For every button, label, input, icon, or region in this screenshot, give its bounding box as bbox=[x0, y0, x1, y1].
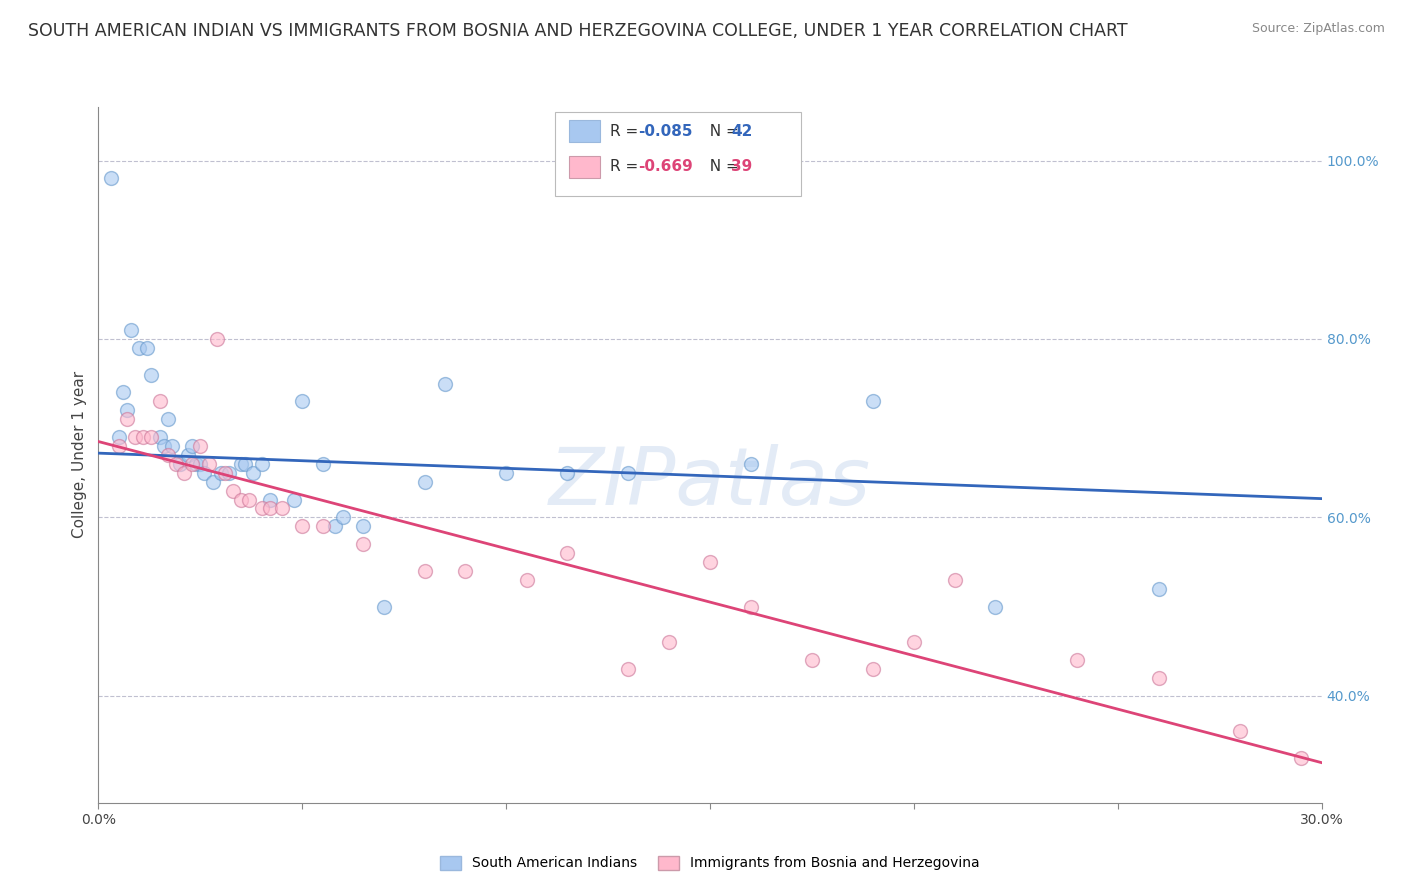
Point bbox=[557, 466, 579, 480]
Point bbox=[209, 466, 232, 480]
Point bbox=[1147, 582, 1170, 596]
Point bbox=[222, 483, 245, 498]
Point bbox=[197, 457, 219, 471]
Point bbox=[270, 501, 294, 516]
Point bbox=[454, 564, 477, 578]
Point bbox=[495, 466, 517, 480]
Point bbox=[156, 412, 179, 426]
Point bbox=[557, 546, 579, 560]
Point bbox=[862, 662, 884, 676]
Point bbox=[242, 466, 264, 480]
Point bbox=[193, 466, 215, 480]
Point bbox=[323, 519, 346, 533]
Y-axis label: College, Under 1 year: College, Under 1 year bbox=[72, 371, 87, 539]
Text: SOUTH AMERICAN INDIAN VS IMMIGRANTS FROM BOSNIA AND HERZEGOVINA COLLEGE, UNDER 1: SOUTH AMERICAN INDIAN VS IMMIGRANTS FROM… bbox=[28, 22, 1128, 40]
Point bbox=[115, 403, 138, 417]
Point bbox=[699, 555, 721, 569]
Point bbox=[283, 492, 305, 507]
Point bbox=[332, 510, 354, 524]
Text: R =: R = bbox=[610, 160, 644, 174]
Point bbox=[173, 466, 195, 480]
Point bbox=[188, 457, 212, 471]
Point bbox=[177, 448, 200, 462]
Point bbox=[108, 430, 131, 444]
Point bbox=[149, 394, 172, 409]
Point bbox=[291, 394, 314, 409]
Point bbox=[617, 662, 640, 676]
Point bbox=[124, 430, 146, 444]
Point bbox=[413, 564, 436, 578]
Point bbox=[617, 466, 640, 480]
Text: -0.085: -0.085 bbox=[638, 124, 693, 138]
Point bbox=[136, 341, 159, 355]
Point bbox=[312, 519, 335, 533]
Point bbox=[740, 457, 762, 471]
Point bbox=[186, 457, 208, 471]
Point bbox=[373, 599, 395, 614]
Point bbox=[259, 501, 281, 516]
Point bbox=[352, 519, 374, 533]
Point bbox=[214, 466, 236, 480]
Text: Source: ZipAtlas.com: Source: ZipAtlas.com bbox=[1251, 22, 1385, 36]
Point bbox=[149, 430, 172, 444]
Text: 39: 39 bbox=[731, 160, 752, 174]
Point bbox=[250, 457, 273, 471]
Point bbox=[516, 573, 538, 587]
Point bbox=[111, 385, 134, 400]
Text: N =: N = bbox=[700, 160, 744, 174]
Point bbox=[250, 501, 273, 516]
Point bbox=[984, 599, 1007, 614]
Point bbox=[231, 492, 253, 507]
Point bbox=[259, 492, 281, 507]
Point bbox=[1066, 653, 1088, 667]
Point bbox=[903, 635, 925, 649]
Point bbox=[152, 439, 174, 453]
Point bbox=[658, 635, 681, 649]
Point bbox=[141, 368, 163, 382]
Point bbox=[181, 457, 204, 471]
Point bbox=[201, 475, 224, 489]
Point bbox=[160, 439, 183, 453]
Text: N =: N = bbox=[700, 124, 744, 138]
Point bbox=[312, 457, 335, 471]
Point bbox=[740, 599, 762, 614]
Point bbox=[108, 439, 131, 453]
Point bbox=[188, 439, 212, 453]
Point bbox=[291, 519, 314, 533]
Point bbox=[413, 475, 436, 489]
Point bbox=[128, 341, 150, 355]
Point bbox=[165, 457, 187, 471]
Point bbox=[181, 439, 204, 453]
Point bbox=[801, 653, 824, 667]
Point bbox=[100, 171, 122, 186]
Point bbox=[156, 448, 179, 462]
Point bbox=[169, 457, 191, 471]
Text: R =: R = bbox=[610, 124, 644, 138]
Point bbox=[120, 323, 142, 337]
Text: -0.669: -0.669 bbox=[638, 160, 693, 174]
Point bbox=[943, 573, 966, 587]
Point bbox=[233, 457, 256, 471]
Point bbox=[1229, 724, 1251, 739]
Point bbox=[205, 332, 228, 346]
Point bbox=[132, 430, 155, 444]
Legend: South American Indians, Immigrants from Bosnia and Herzegovina: South American Indians, Immigrants from … bbox=[434, 850, 986, 876]
Point bbox=[1147, 671, 1170, 685]
Point bbox=[1291, 751, 1313, 765]
Point bbox=[231, 457, 253, 471]
Point bbox=[115, 412, 138, 426]
Point bbox=[862, 394, 884, 409]
Text: 42: 42 bbox=[731, 124, 752, 138]
Point bbox=[218, 466, 240, 480]
Point bbox=[141, 430, 163, 444]
Text: ZIPatlas: ZIPatlas bbox=[548, 443, 872, 522]
Point bbox=[434, 376, 457, 391]
Point bbox=[238, 492, 260, 507]
Point bbox=[352, 537, 374, 551]
